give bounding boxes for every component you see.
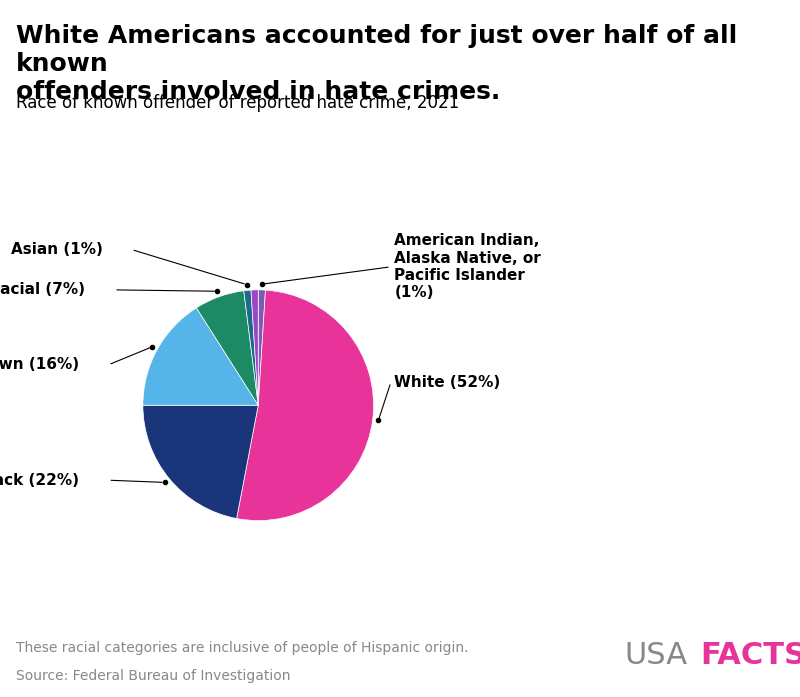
Text: FACTS: FACTS — [700, 641, 800, 670]
Text: Unknown (16%): Unknown (16%) — [0, 358, 79, 372]
Wedge shape — [258, 290, 266, 405]
Text: Asian (1%): Asian (1%) — [10, 242, 102, 257]
Text: White (52%): White (52%) — [394, 375, 501, 390]
Text: Race of known offender of reported hate crime, 2021: Race of known offender of reported hate … — [16, 94, 459, 112]
Text: USA: USA — [624, 641, 687, 670]
Text: Multiracial (7%): Multiracial (7%) — [0, 282, 86, 298]
Text: White Americans accounted for just over half of all known
offenders involved in : White Americans accounted for just over … — [16, 24, 738, 104]
Wedge shape — [251, 290, 258, 405]
Wedge shape — [143, 405, 258, 519]
Text: Source: Federal Bureau of Investigation: Source: Federal Bureau of Investigation — [16, 669, 290, 683]
Text: These racial categories are inclusive of people of Hispanic origin.: These racial categories are inclusive of… — [16, 641, 469, 655]
Text: Black (22%): Black (22%) — [0, 473, 79, 488]
Wedge shape — [143, 308, 258, 405]
Wedge shape — [237, 290, 374, 521]
Wedge shape — [244, 290, 258, 405]
Text: American Indian,
Alaska Native, or
Pacific Islander
(1%): American Indian, Alaska Native, or Pacif… — [394, 233, 541, 300]
Wedge shape — [197, 291, 258, 405]
